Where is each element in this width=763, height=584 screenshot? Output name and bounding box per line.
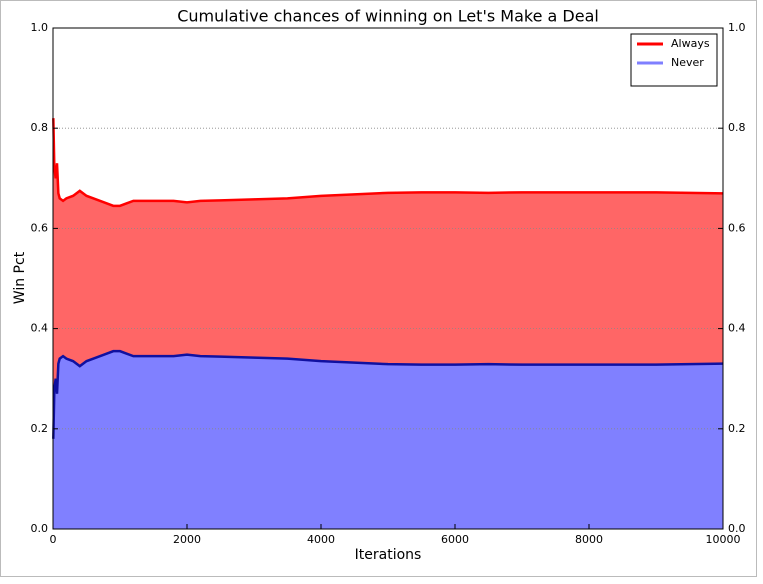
y2-tick-label: 0.4 — [728, 322, 746, 335]
x-axis-label: Iterations — [355, 547, 422, 563]
y-tick-label: 0.0 — [31, 522, 49, 535]
y2-tick-label: 0.0 — [728, 522, 746, 535]
y-axis-label: Win Pct — [12, 251, 28, 304]
x-tick-label: 10000 — [706, 533, 741, 546]
series-line — [52, 349, 724, 439]
x-tick-label: 6000 — [441, 533, 469, 546]
y-tick-label: 0.6 — [31, 221, 49, 234]
x-tick-label: 4000 — [307, 533, 335, 546]
y2-tick-label: 1.0 — [728, 21, 746, 34]
x-tick-label: 2000 — [173, 533, 201, 546]
x-tick-label: 8000 — [575, 533, 603, 546]
x-tick-label: 0 — [50, 533, 57, 546]
legend-label: Always — [671, 37, 710, 50]
legend-label: Never — [671, 56, 704, 69]
y-tick-label: 0.4 — [31, 322, 49, 335]
series-line — [52, 118, 724, 208]
y-tick-label: 0.2 — [31, 422, 49, 435]
plot-frame — [52, 27, 724, 530]
y2-tick-label: 0.6 — [728, 221, 746, 234]
y-tick-label: 1.0 — [31, 21, 49, 34]
y2-tick-label: 0.8 — [728, 121, 746, 134]
chart-title: Cumulative chances of winning on Let's M… — [177, 7, 599, 26]
y2-tick-label: 0.2 — [728, 422, 746, 435]
area-fill — [53, 351, 723, 529]
y-tick-label: 0.8 — [31, 121, 49, 134]
